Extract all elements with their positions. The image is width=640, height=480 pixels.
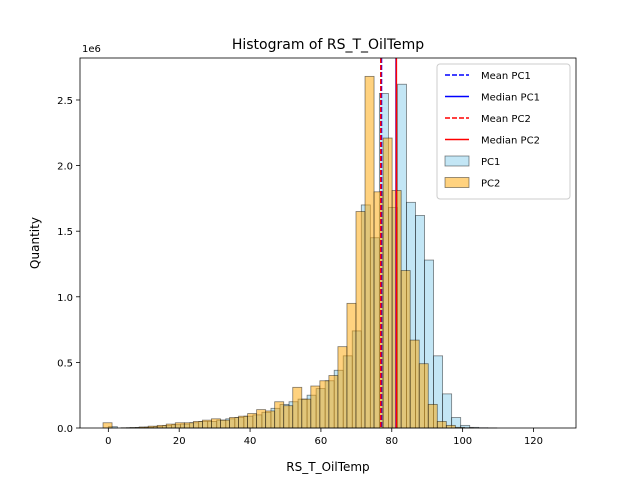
- x-tick-label: 0: [105, 436, 111, 447]
- y-tick-label: 0.0: [57, 424, 73, 435]
- bar-pc2-11: [202, 419, 212, 429]
- x-axis-ticks: 0 20 40 60 80 100 120: [105, 428, 543, 447]
- bar-pc2-37: [436, 421, 447, 429]
- bar-pc2-34: [409, 339, 420, 429]
- chart-title: Histogram of RS_T_OilTemp: [232, 37, 424, 53]
- bar-pc2-19: [274, 401, 285, 429]
- bar-pc2-26: [337, 346, 348, 429]
- axes-frame: [79, 57, 577, 429]
- y-axis-ticks: 0.0 0.5 1.0 1.5 2.0 2.5: [57, 96, 80, 435]
- bar-pc2-17: [256, 409, 267, 429]
- y-tick-label: 1.5: [57, 227, 73, 238]
- bar-pc2-21: [292, 386, 303, 429]
- bar-pc2-7: [165, 423, 176, 429]
- reference-lines: [380, 58, 398, 428]
- y-tick-label: 2.5: [57, 96, 73, 107]
- bar-pc2-9: [183, 422, 194, 429]
- x-axis-label: RS_T_OilTemp: [286, 460, 369, 474]
- y-tick-label: 1.0: [57, 293, 73, 304]
- bar-pc2-27: [346, 302, 357, 429]
- legend-swatch-pc2: [444, 177, 470, 188]
- bar-pc2-25: [328, 375, 339, 429]
- bar-pc2-15: [238, 415, 248, 429]
- bar-pc2-31: [382, 137, 393, 429]
- bar-pc2-22: [301, 398, 312, 429]
- legend-label-mean-pc2: Mean PC2: [481, 114, 531, 125]
- bar-pc2-10: [192, 421, 203, 429]
- legend-label-pc1: PC1: [481, 157, 500, 168]
- bar-pc2-28: [355, 211, 366, 429]
- legend-box: [436, 63, 571, 200]
- bar-pc2-12: [211, 418, 221, 429]
- bar-pc2-36: [427, 403, 438, 429]
- legend-label-pc2: PC2: [481, 179, 500, 190]
- bar-pc2-35: [418, 363, 429, 429]
- y-offset-label: 1e6: [82, 44, 101, 55]
- legend-label-mean-pc1: Mean PC1: [481, 71, 531, 82]
- x-tick-label: 60: [315, 436, 328, 447]
- legend-label-median-pc1: Median PC1: [481, 93, 540, 104]
- legend-swatch-pc1: [444, 155, 470, 167]
- x-tick-label: 80: [385, 436, 398, 447]
- bar-pc2-16: [247, 413, 258, 429]
- bar-pc2-23: [310, 385, 321, 429]
- bar-pc2-13: [220, 419, 230, 429]
- bar-pc2-8: [174, 422, 185, 429]
- x-tick-label: 100: [453, 436, 472, 447]
- x-tick-label: 20: [173, 436, 186, 447]
- bar-pc2-20: [283, 405, 294, 429]
- legend-label-median-pc2: Median PC2: [481, 136, 540, 147]
- x-tick-label: 120: [524, 436, 543, 447]
- y-axis-label: Quantity: [28, 217, 42, 269]
- bar-pc2-24: [319, 380, 330, 429]
- bar-pc2-33: [400, 270, 411, 429]
- x-tick-label: 40: [244, 436, 257, 447]
- bar-pc2-14: [229, 417, 239, 429]
- bar-pc2-18: [265, 410, 276, 429]
- bar-pc2-0: [102, 422, 113, 429]
- bar-pc2-29: [364, 75, 375, 429]
- legend: Mean PC1 Median PC1 Mean PC2 Median PC2 PC1 P…: [436, 63, 571, 200]
- y-tick-label: 2.0: [57, 162, 73, 173]
- y-tick-label: 0.5: [57, 358, 73, 369]
